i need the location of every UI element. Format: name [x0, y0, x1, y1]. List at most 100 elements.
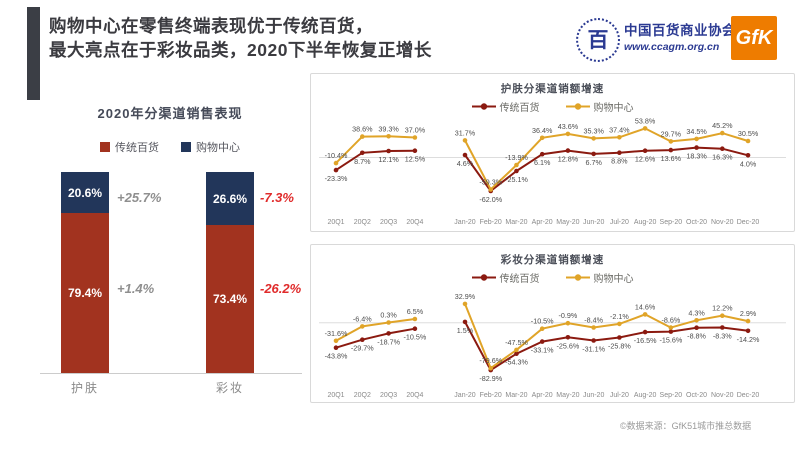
data-point	[668, 147, 674, 153]
data-point-label: 6.5%	[407, 307, 424, 316]
data-point	[642, 329, 648, 335]
data-point	[412, 326, 418, 331]
legend-line-marker-icon	[565, 102, 590, 110]
skincare-chart-legend: 传统百货 购物中心	[311, 98, 794, 114]
data-point-label: -8.6%	[661, 316, 680, 325]
data-point-label: -31.1%	[582, 345, 605, 354]
data-point	[539, 135, 545, 141]
data-point	[565, 148, 571, 153]
bar-chart-axis-line	[40, 373, 302, 374]
data-point	[694, 136, 699, 142]
x-axis-label: 20Q3	[380, 219, 397, 226]
data-point	[694, 318, 699, 323]
data-point	[565, 320, 571, 326]
data-point	[539, 339, 545, 344]
gfk-logo: GfK	[731, 16, 777, 60]
data-point-label: -54.3%	[505, 358, 528, 367]
data-point	[386, 320, 391, 325]
data-point-label: -79.6%	[479, 356, 502, 365]
line-legend-item: 购物中心	[565, 99, 634, 114]
x-axis-label: Nov-20	[711, 219, 734, 226]
data-point-label: -10.5%	[404, 333, 427, 342]
series-line	[464, 127, 749, 192]
data-point	[514, 162, 519, 168]
data-point-label: 36.4%	[532, 126, 553, 135]
data-point-label: 4.3%	[688, 308, 705, 317]
data-point-label: -18.7%	[377, 337, 400, 346]
data-point	[488, 365, 494, 371]
x-axis-label: Jan-20	[454, 392, 476, 399]
data-point	[591, 151, 596, 157]
data-point	[642, 148, 648, 153]
data-point	[617, 150, 622, 155]
data-point	[514, 351, 519, 356]
data-point	[668, 325, 674, 330]
data-point	[333, 338, 339, 344]
data-point-label: -13.9%	[505, 153, 528, 162]
data-point-label: -25.6%	[557, 341, 580, 350]
data-point-label: -59.3%	[479, 178, 502, 187]
x-axis-label: Feb-20	[480, 219, 502, 226]
data-point-label: 30.5%	[738, 129, 759, 138]
data-point	[642, 312, 648, 317]
data-point	[360, 150, 365, 156]
data-point-label: -82.9%	[479, 374, 502, 383]
association-url: www.ccagm.org.cn	[624, 41, 720, 53]
data-point	[720, 313, 725, 318]
data-point-label: 29.7%	[661, 129, 682, 138]
data-point	[668, 139, 674, 144]
data-point	[591, 136, 596, 141]
data-point-label: -10.5%	[531, 317, 554, 326]
makeup-growth-panel: 彩妆分渠道销额增速 传统百货 购物中心 -43.8% -29.7% -18.7% -10…	[310, 244, 795, 403]
data-point-label: -47.5%	[505, 338, 528, 347]
growth-annotation: -26.2%	[260, 281, 302, 296]
line-legend-item: 传统百货	[471, 99, 540, 114]
data-point-label: -8.4%	[584, 316, 603, 325]
data-point	[333, 345, 339, 350]
x-axis-label: Jun-20	[583, 219, 605, 226]
data-point	[539, 151, 545, 157]
data-point	[488, 187, 494, 192]
data-point-label: -23.3%	[325, 174, 348, 183]
legend-label: 传统百货	[499, 273, 540, 285]
data-point-label: 12.2%	[712, 304, 733, 313]
line-legend-item: 购物中心	[565, 270, 634, 285]
data-point-label: -8.3%	[713, 332, 732, 341]
x-axis-label: May-20	[556, 219, 579, 226]
skincare-line-chart: -23.3% 8.7% 12.1% 12.5% 4.6% -62.0% -25.1% 6.1%…	[319, 116, 786, 226]
data-point-label: 12.1%	[378, 155, 399, 164]
data-point-label: 38.6%	[352, 125, 373, 134]
data-point-label: 43.6%	[558, 122, 579, 131]
x-axis-label: 20Q4	[406, 392, 423, 399]
bar-segment-shopping-center: 20.6%	[61, 172, 109, 213]
data-point-label: -33.1%	[531, 346, 554, 355]
stacked-bar-彩妆: 26.6% 73.4%	[206, 172, 254, 373]
legend-label: 传统百货	[115, 142, 159, 154]
data-point	[720, 146, 725, 151]
data-point	[591, 325, 596, 330]
series-line	[464, 321, 749, 372]
bar-segment-department-store: 73.4%	[206, 225, 254, 373]
data-point-label: 6.7%	[585, 158, 602, 167]
legend-label: 购物中心	[593, 273, 634, 285]
data-point	[617, 321, 622, 327]
data-point-label: -6.4%	[353, 314, 372, 323]
title-accent-bar	[27, 7, 40, 100]
data-point-label: 12.8%	[558, 155, 579, 164]
data-point	[514, 347, 519, 353]
data-point-label: -25.8%	[608, 342, 631, 351]
association-name: 中国百货商业协会	[624, 23, 736, 38]
x-axis-label: Dec-20	[737, 392, 760, 399]
x-axis-label: Mar-20	[505, 219, 527, 226]
x-axis-label: 20Q3	[380, 392, 397, 399]
bar-value-label: 73.4%	[212, 292, 248, 306]
data-point-label: 2.9%	[740, 309, 757, 318]
data-point-label: -29.7%	[351, 344, 374, 353]
data-point	[333, 167, 339, 173]
x-axis-label: Jun-20	[583, 392, 605, 399]
data-point	[412, 135, 418, 140]
data-point-label: -25.1%	[505, 175, 528, 184]
data-point-label: 32.9%	[455, 292, 476, 301]
x-axis-label: Sep-20	[660, 392, 683, 399]
x-axis-label: Jul-20	[610, 219, 629, 226]
